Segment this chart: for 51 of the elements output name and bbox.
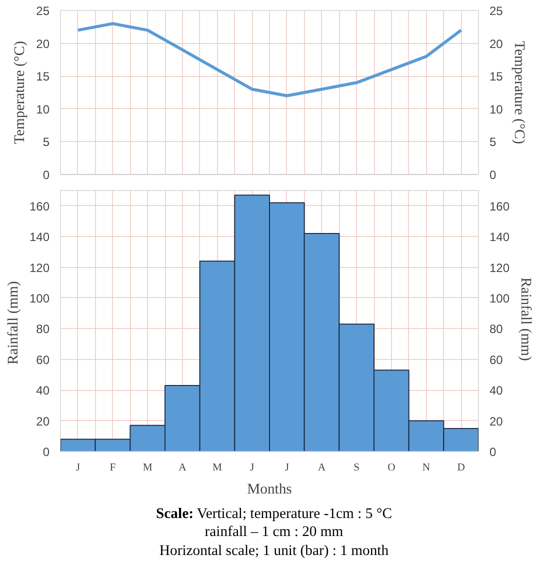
y-tick-label: 160 [29,199,50,214]
y2-tick-label: 120 [490,260,510,275]
y-tick-label: 20 [36,414,50,428]
x-tick-label: D [457,462,466,474]
y-tick-label: 10 [36,102,50,116]
y2-tick-label: 0 [490,168,496,182]
y-tick-label: 80 [36,322,50,336]
y2-tick-label: 20 [490,414,504,428]
y2-tick-label: 100 [490,291,510,306]
y2-tick-label: 0 [490,445,496,459]
y-axis-title: Temperature (°C) [12,40,28,144]
y-tick-label: 20 [36,36,50,51]
x-tick-label: S [354,462,360,474]
x-tick-label: F [110,462,116,474]
y2-tick-label: 80 [490,322,504,336]
y2-tick-label: 25 [490,4,504,18]
x-tick-label: A [178,462,187,474]
y2-axis-title: Rainfall (mm) [518,277,534,362]
x-axis-title: Months [247,482,292,498]
x-tick-label: J [76,462,80,474]
y2-tick-label: 40 [490,384,504,398]
y-tick-label: 0 [42,445,50,459]
text: Horizontal scale; 1 unit (bar) : 1 month [158,542,390,560]
y2-tick-label: 160 [490,199,510,214]
y-tick-label: 15 [36,70,50,84]
y-tick-label: 120 [29,260,50,275]
y2-axis-title: Temperature (°C) [510,41,527,144]
x-tick-label: A [318,462,326,474]
y2-tick-label: 15 [490,70,504,84]
line-series [76,22,463,98]
text: Scale: Vertical; temperature -1cm : 5 °C [155,505,393,524]
y2-tick-label: 20 [490,36,504,51]
y2-tick-label: 5 [490,135,496,150]
y-tick-label: 25 [36,4,50,18]
y-tick-label: 100 [29,291,50,306]
y2-tick-label: 10 [490,102,504,116]
y-axis-title: Rainfall (mm) [5,280,22,365]
y-tick-label: 5 [42,135,50,150]
y2-tick-label: 140 [490,230,510,244]
x-tick-label: J [284,462,289,474]
y-tick-label: 0 [42,168,50,182]
y-tick-label: 60 [36,352,50,367]
x-tick-label: N [422,462,430,474]
x-tick-label: O [388,462,396,474]
text: rainfall – 1 cm : 20 mm [204,523,344,542]
x-tick-label: M [142,462,153,474]
y-tick-label: 140 [29,230,50,244]
y2-tick-label: 60 [490,352,504,367]
x-tick-label: J [250,462,254,474]
x-tick-label: M [212,462,223,474]
y-tick-label: 40 [36,384,50,398]
